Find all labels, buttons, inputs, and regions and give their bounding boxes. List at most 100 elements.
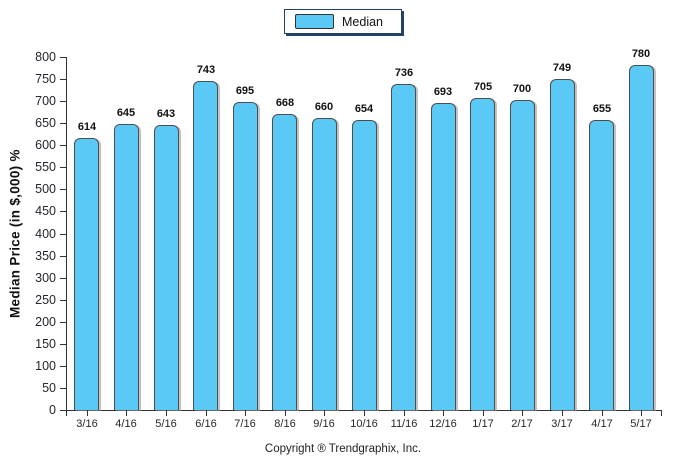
y-axis-tick xyxy=(60,79,66,80)
bar-5-16 xyxy=(154,125,179,410)
bar-9-16 xyxy=(312,118,337,410)
x-axis-tick xyxy=(562,410,563,416)
x-axis-tick xyxy=(245,410,246,416)
x-axis-tick-label: 11/16 xyxy=(390,418,418,430)
x-axis-tick-label: 5/16 xyxy=(155,418,177,430)
bar-value-label: 655 xyxy=(592,103,612,115)
y-axis-tick xyxy=(60,344,66,345)
y-axis-tick-label: 600 xyxy=(35,138,56,152)
bar-12-16 xyxy=(431,103,456,410)
legend-swatch-median xyxy=(295,14,334,29)
bar-11-16 xyxy=(391,84,416,410)
bar-3-16 xyxy=(74,138,99,410)
y-axis-tick-label: 150 xyxy=(35,337,56,351)
x-axis-end-tick xyxy=(66,410,67,416)
y-axis-tick xyxy=(60,388,66,389)
bar-value-label: 705 xyxy=(473,81,493,93)
y-axis-tick xyxy=(60,256,66,257)
legend-box: Median xyxy=(284,9,402,34)
bar-value-label: 693 xyxy=(433,86,453,98)
bar-value-label: 736 xyxy=(394,67,414,79)
x-axis-tick xyxy=(443,410,444,416)
bar-2-17 xyxy=(510,100,535,410)
y-axis-tick-label: 300 xyxy=(35,271,56,285)
bar-10-16 xyxy=(352,120,377,410)
bar-value-label: 654 xyxy=(354,103,374,115)
legend-label-median: Median xyxy=(342,14,383,29)
y-axis-tick-label: 0 xyxy=(49,403,56,417)
x-axis-tick-label: 4/17 xyxy=(591,418,613,430)
x-axis-tick-label: 1/17 xyxy=(472,418,494,430)
x-axis-tick-label: 4/16 xyxy=(115,418,137,430)
y-axis-tick xyxy=(60,123,66,124)
y-axis-tick xyxy=(60,189,66,190)
x-axis-tick xyxy=(285,410,286,416)
bar-4-16 xyxy=(114,124,139,410)
y-axis-tick-label: 250 xyxy=(35,293,56,307)
bar-5-17 xyxy=(629,65,654,410)
x-axis-tick-label: 12/16 xyxy=(429,418,457,430)
x-axis-tick xyxy=(364,410,365,416)
y-axis-tick xyxy=(60,410,66,411)
y-axis-tick xyxy=(60,366,66,367)
y-axis-tick-label: 750 xyxy=(35,72,56,86)
bar-value-label: 668 xyxy=(275,97,295,109)
y-axis-tick xyxy=(60,57,66,58)
bar-6-16 xyxy=(193,81,218,410)
y-axis-tick xyxy=(60,167,66,168)
bar-value-label: 743 xyxy=(196,64,216,76)
y-axis-tick-label: 800 xyxy=(35,50,56,64)
y-axis-tick-label: 500 xyxy=(35,182,56,196)
y-axis-tick-label: 100 xyxy=(35,359,56,373)
x-axis-tick xyxy=(126,410,127,416)
x-axis-end-tick xyxy=(661,410,662,416)
x-axis-tick-label: 3/17 xyxy=(551,418,573,430)
x-axis-tick-label: 8/16 xyxy=(274,418,296,430)
x-axis-tick-label: 2/17 xyxy=(511,418,533,430)
x-axis-tick-label: 9/16 xyxy=(313,418,335,430)
x-axis-tick-label: 7/16 xyxy=(234,418,256,430)
x-axis-tick xyxy=(483,410,484,416)
x-axis-tick xyxy=(87,410,88,416)
y-axis-tick xyxy=(60,234,66,235)
x-axis-tick xyxy=(404,410,405,416)
bar-8-16 xyxy=(272,114,297,410)
bar-value-label: 660 xyxy=(314,101,334,113)
x-axis-tick xyxy=(206,410,207,416)
x-axis-tick-label: 5/17 xyxy=(630,418,652,430)
bar-value-label: 614 xyxy=(77,121,97,133)
y-axis-tick xyxy=(60,300,66,301)
bar-1-17 xyxy=(470,98,495,410)
x-axis-tick-label: 10/16 xyxy=(350,418,378,430)
bar-7-16 xyxy=(233,102,258,410)
copyright-text: Copyright ® Trendgraphix, Inc. xyxy=(264,443,422,455)
bar-value-label: 695 xyxy=(235,85,255,97)
y-axis-tick xyxy=(60,322,66,323)
y-axis-tick-label: 350 xyxy=(35,249,56,263)
y-axis-tick xyxy=(60,211,66,212)
bar-4-17 xyxy=(589,120,614,410)
y-axis-tick xyxy=(60,101,66,102)
bar-value-label: 643 xyxy=(156,108,176,120)
x-axis-tick-label: 3/16 xyxy=(76,418,98,430)
bar-value-label: 780 xyxy=(631,48,651,60)
y-axis-tick-label: 700 xyxy=(35,94,56,108)
plot-area: 614 3/16 645 4/16 643 5/16 743 6/16 695 7/16 668 8/… xyxy=(66,48,662,430)
x-axis-tick xyxy=(602,410,603,416)
y-axis-tick xyxy=(60,145,66,146)
x-axis-tick xyxy=(166,410,167,416)
y-axis-tick-label: 550 xyxy=(35,160,56,174)
bar-value-label: 645 xyxy=(116,107,136,119)
x-axis-tick-label: 6/16 xyxy=(195,418,217,430)
y-axis-tick xyxy=(60,278,66,279)
legend: Median xyxy=(0,9,686,34)
bar-3-17 xyxy=(550,79,575,410)
x-axis-tick xyxy=(641,410,642,416)
y-axis-tick-label: 200 xyxy=(35,315,56,329)
y-axis-tick-label: 450 xyxy=(35,204,56,218)
bar-value-label: 700 xyxy=(512,83,532,95)
x-axis-tick xyxy=(324,410,325,416)
x-axis-tick xyxy=(522,410,523,416)
y-axis-tick-label: 400 xyxy=(35,227,56,241)
